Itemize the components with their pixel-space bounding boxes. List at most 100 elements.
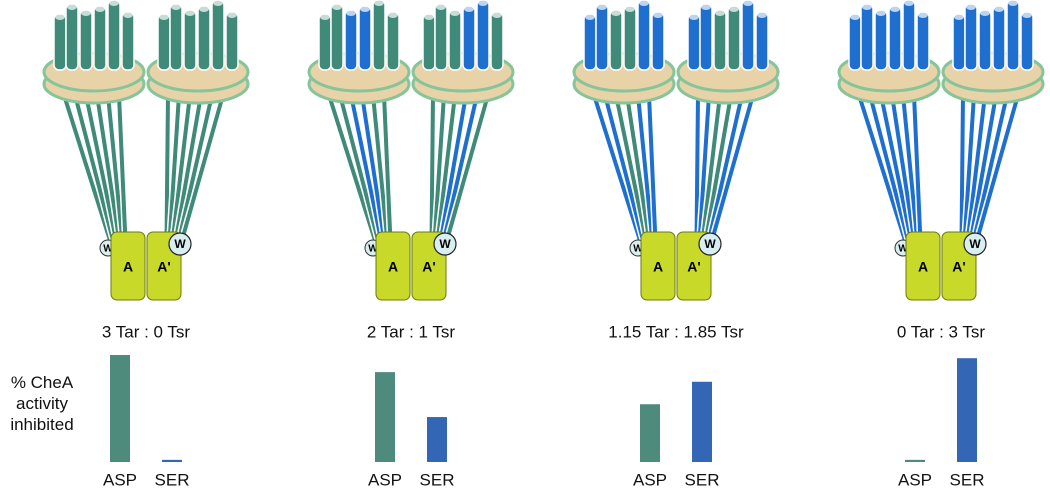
cheA-label: A bbox=[388, 259, 398, 275]
receptor-stalk bbox=[444, 94, 490, 243]
bar bbox=[905, 459, 925, 462]
receptor-cap bbox=[450, 10, 460, 16]
receptor-cap bbox=[715, 10, 725, 16]
receptor-domain bbox=[65, 3, 79, 71]
receptor-stalk bbox=[438, 94, 468, 243]
receptor-stalk bbox=[706, 94, 744, 243]
receptor-cap bbox=[320, 14, 330, 20]
receptor-stalk bbox=[965, 94, 987, 243]
receptor-cap bbox=[67, 4, 77, 10]
receptor-cap bbox=[1022, 12, 1032, 18]
receptor-domain bbox=[157, 13, 171, 71]
cheW bbox=[168, 232, 192, 256]
receptor-cap bbox=[918, 12, 928, 18]
receptor-domain bbox=[623, 5, 637, 71]
receptor-domain bbox=[874, 9, 888, 71]
receptor-cap bbox=[199, 6, 209, 12]
bar bbox=[162, 459, 182, 462]
bar bbox=[957, 358, 977, 462]
cheA-label: A bbox=[918, 259, 928, 275]
receptor-stalk bbox=[179, 94, 225, 243]
receptor-stalk bbox=[327, 94, 378, 243]
receptor-stalk bbox=[117, 94, 128, 243]
receptor-domain bbox=[386, 11, 400, 71]
receptor-domain bbox=[358, 5, 372, 71]
receptor-domain bbox=[330, 3, 344, 71]
receptor-cap bbox=[890, 6, 900, 12]
receptor-cap bbox=[332, 4, 342, 10]
x-tick-label: SER bbox=[420, 470, 455, 489]
receptor-domain bbox=[93, 5, 107, 71]
receptor-domain bbox=[197, 5, 211, 71]
receptor-cap bbox=[159, 14, 169, 20]
receptor-stalk bbox=[962, 94, 976, 243]
cheA bbox=[110, 231, 146, 301]
receptor-domain bbox=[583, 13, 597, 71]
x-tick-label: SER bbox=[155, 470, 190, 489]
cheW-label: W bbox=[704, 237, 716, 251]
receptor-domain bbox=[992, 5, 1006, 71]
receptor-domain bbox=[121, 11, 135, 71]
receptor-cap bbox=[55, 14, 65, 20]
cheA bbox=[905, 231, 941, 301]
receptor-stalk bbox=[95, 94, 122, 243]
receptor-stalk bbox=[901, 94, 920, 243]
receptor-cap bbox=[185, 10, 195, 16]
cheW-label: W bbox=[174, 237, 186, 251]
receptor-cap bbox=[850, 14, 860, 20]
receptor-domain bbox=[902, 0, 916, 71]
receptor-stalk bbox=[429, 94, 435, 243]
receptor-stalk bbox=[167, 94, 181, 243]
cheA-partner-label: A' bbox=[687, 259, 700, 275]
receptor-cap bbox=[625, 6, 635, 12]
receptor-stalk bbox=[697, 94, 711, 243]
receptor-stalk bbox=[338, 94, 381, 243]
cheA-partner-label: A' bbox=[157, 259, 170, 275]
receptor-domain bbox=[422, 13, 436, 71]
receptor-domain bbox=[848, 13, 862, 71]
receptor-domain bbox=[344, 9, 358, 71]
receptor-cap bbox=[123, 12, 133, 18]
x-tick-label: ASP bbox=[633, 470, 667, 489]
receptor-stalk bbox=[700, 94, 722, 243]
receptor-cap bbox=[743, 0, 753, 6]
cheW bbox=[433, 232, 457, 256]
receptor-stalk bbox=[890, 94, 917, 243]
receptor-domain bbox=[713, 9, 727, 71]
receptor-stalk bbox=[73, 94, 116, 243]
receptor-stalk bbox=[592, 94, 643, 243]
bar bbox=[427, 417, 447, 462]
receptor-stalk bbox=[62, 94, 113, 243]
receptor-stalk bbox=[84, 94, 119, 243]
receptor-stalk bbox=[974, 94, 1020, 243]
receptor-cap bbox=[388, 12, 398, 18]
receptor-cap bbox=[436, 4, 446, 10]
receptor-cap bbox=[611, 10, 621, 16]
receptor-stalk bbox=[360, 94, 387, 243]
receptor-domain bbox=[318, 13, 332, 71]
receptor-stalk bbox=[349, 94, 384, 243]
receptor-domain bbox=[755, 11, 769, 71]
receptor-domain bbox=[978, 9, 992, 71]
receptor-domain bbox=[462, 5, 476, 71]
receptor-domain bbox=[434, 3, 448, 71]
cheA-partner-label: A' bbox=[422, 259, 435, 275]
cheA bbox=[640, 231, 676, 301]
receptor-domain bbox=[888, 5, 902, 71]
receptor-cap bbox=[227, 12, 237, 18]
receptor-cap bbox=[478, 0, 488, 6]
ratio-label: 0 Tar : 3 Tsr bbox=[897, 322, 986, 341]
bar bbox=[692, 381, 712, 462]
x-tick-label: ASP bbox=[368, 470, 402, 489]
bar bbox=[640, 404, 660, 462]
receptor-cap bbox=[374, 0, 384, 6]
receptor-domain bbox=[53, 13, 67, 71]
cheW-label: W bbox=[633, 244, 643, 255]
receptor-cap bbox=[95, 6, 105, 12]
receptor-stalk bbox=[173, 94, 203, 243]
receptor-stalk bbox=[603, 94, 646, 243]
receptor-domain bbox=[916, 11, 930, 71]
receptor-stalk bbox=[959, 94, 965, 243]
receptor-stalk bbox=[435, 94, 457, 243]
cheW bbox=[963, 232, 987, 256]
